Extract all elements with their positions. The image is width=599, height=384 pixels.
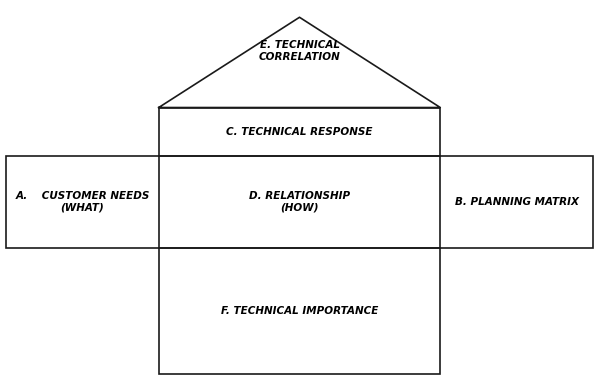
Text: A.    CUSTOMER NEEDS
(WHAT): A. CUSTOMER NEEDS (WHAT): [15, 191, 150, 212]
Bar: [6, 156, 593, 248]
Bar: [159, 108, 440, 156]
Text: D. RELATIONSHIP
(HOW): D. RELATIONSHIP (HOW): [249, 191, 350, 212]
Text: C. TECHNICAL RESPONSE: C. TECHNICAL RESPONSE: [226, 126, 373, 137]
Text: B. PLANNING MATRIX: B. PLANNING MATRIX: [455, 197, 579, 207]
Text: F. TECHNICAL IMPORTANCE: F. TECHNICAL IMPORTANCE: [221, 306, 378, 316]
Bar: [159, 248, 440, 374]
Text: E. TECHNICAL
CORRELATION: E. TECHNICAL CORRELATION: [259, 40, 340, 62]
